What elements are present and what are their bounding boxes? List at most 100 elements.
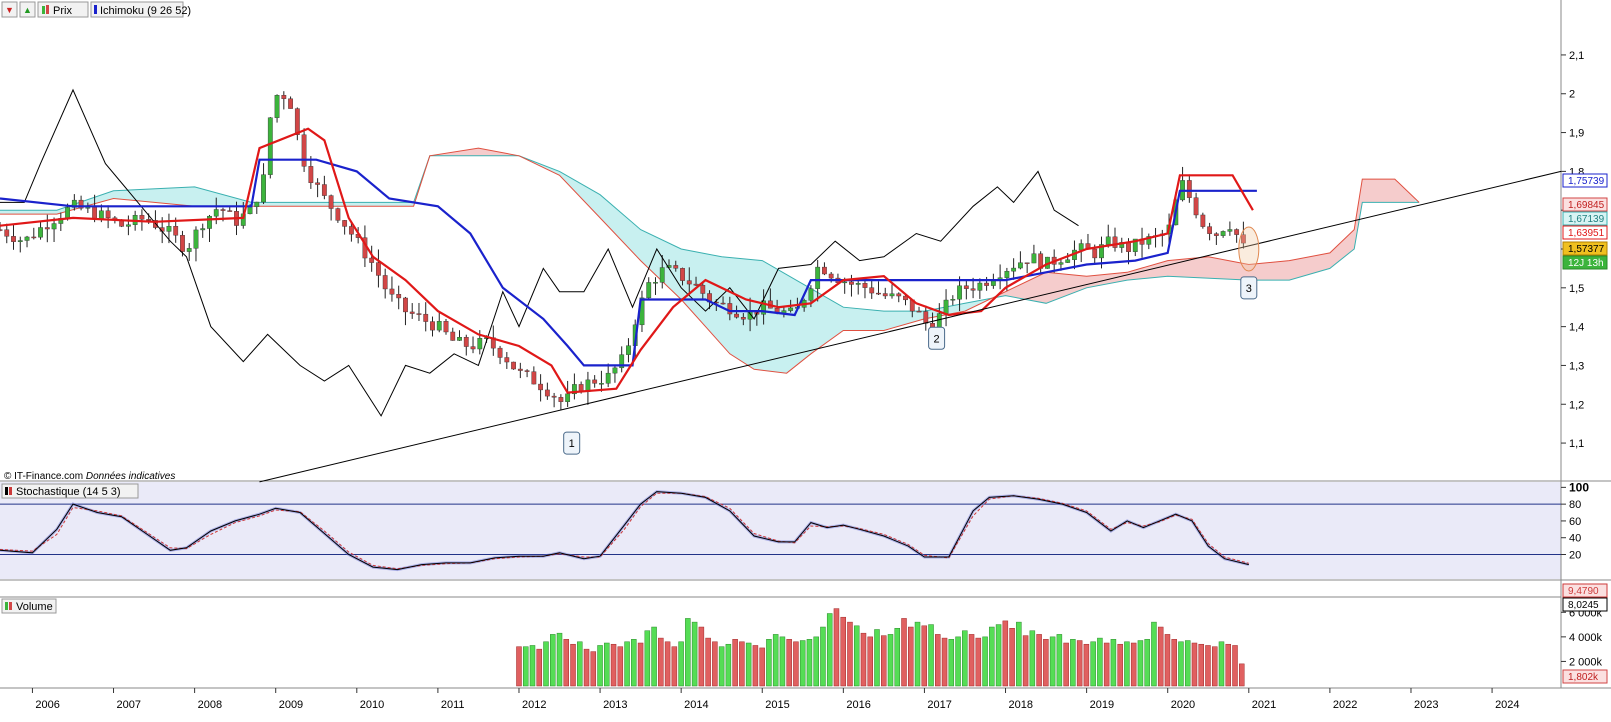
last-price-tag bbox=[1562, 241, 1608, 256]
volume-bar-down bbox=[536, 648, 542, 687]
candle-down bbox=[11, 236, 16, 242]
kijun-value-tag bbox=[1562, 173, 1608, 188]
candle-down bbox=[105, 210, 111, 219]
candle-down bbox=[551, 395, 557, 398]
candle-up bbox=[1146, 236, 1152, 245]
stochastic-toggle-button[interactable] bbox=[1, 483, 139, 499]
volume-bar-down bbox=[867, 636, 873, 687]
candle-up bbox=[1227, 229, 1233, 232]
stoch-panel-bg bbox=[0, 482, 1561, 579]
candle-up bbox=[990, 280, 996, 286]
volume-bar-down bbox=[739, 641, 745, 687]
candle-up bbox=[1017, 262, 1023, 269]
candle-up bbox=[186, 248, 192, 252]
time-tick-label: 2021 bbox=[1252, 699, 1276, 711]
volume-bar-up bbox=[543, 641, 549, 687]
volume-bar-up bbox=[799, 640, 806, 687]
volume-bar-up bbox=[1016, 621, 1022, 687]
price-value-tags: 1,75739 1,69845 1,67139 1,63951 1,57377 … bbox=[1562, 173, 1608, 270]
volume-toggle-button[interactable] bbox=[1, 598, 57, 614]
annotation-label-3: 3 bbox=[1246, 283, 1252, 295]
candle-down bbox=[335, 208, 341, 221]
candle-up bbox=[612, 367, 618, 374]
candle-down bbox=[963, 285, 969, 289]
volume-bar-down bbox=[901, 618, 907, 687]
candle-up bbox=[1078, 243, 1084, 251]
candle-down bbox=[396, 294, 402, 299]
candle-down bbox=[693, 283, 699, 286]
volume-bar-down bbox=[590, 651, 597, 687]
candle-down bbox=[369, 257, 375, 263]
candle-down bbox=[544, 389, 550, 397]
candle-down bbox=[416, 313, 422, 315]
ichimoku-toggle-button[interactable] bbox=[90, 1, 184, 18]
volume-bar-up bbox=[725, 643, 732, 687]
volume-bar-down bbox=[793, 641, 799, 687]
annotation-box-1 bbox=[563, 431, 581, 455]
candle-down bbox=[31, 236, 37, 239]
volume-bar-up bbox=[597, 645, 603, 687]
candle-down bbox=[1213, 233, 1219, 236]
candle-up bbox=[1105, 236, 1111, 245]
candle-down bbox=[92, 207, 98, 220]
volume-bar-up bbox=[1056, 634, 1063, 687]
candle-down bbox=[220, 209, 226, 211]
volume-bar-up bbox=[928, 624, 934, 687]
time-remaining-text: 12J 13h bbox=[1568, 258, 1604, 269]
candle-up bbox=[1058, 262, 1064, 265]
time-tick-label: 2018 bbox=[1009, 699, 1033, 711]
volume-bar-up bbox=[644, 630, 651, 687]
time-remaining-tag bbox=[1562, 255, 1608, 270]
volume-bar-down bbox=[1083, 643, 1090, 687]
volume-bar-down bbox=[1239, 663, 1245, 687]
volume-bar-down bbox=[975, 637, 982, 687]
volume-bar-up bbox=[651, 626, 657, 687]
support-trendline bbox=[259, 170, 1562, 483]
candle-up bbox=[619, 354, 625, 369]
volume-bar-down bbox=[752, 645, 759, 687]
candle-down bbox=[308, 166, 314, 183]
senkou-span-b-line bbox=[0, 147, 1420, 374]
candle-up bbox=[166, 226, 172, 232]
volume-bar-up bbox=[982, 636, 988, 687]
prix-toggle-button[interactable] bbox=[37, 1, 89, 18]
candle-up bbox=[815, 266, 821, 289]
volume-panel bbox=[516, 608, 1245, 687]
candle-up bbox=[761, 300, 767, 315]
time-tick-label: 2024 bbox=[1495, 699, 1519, 711]
volume-down-icon bbox=[9, 602, 12, 610]
candle-up bbox=[17, 240, 23, 242]
candle-up bbox=[1011, 267, 1017, 272]
volume-bar-down bbox=[1225, 643, 1231, 687]
volume-bar-down bbox=[1002, 620, 1009, 687]
volume-bar-down bbox=[712, 641, 718, 687]
candle-up bbox=[71, 199, 77, 208]
stoch-tick-label: 60 bbox=[1569, 516, 1581, 528]
volume-bar-up bbox=[577, 641, 583, 687]
candle-down bbox=[288, 98, 293, 109]
candle-up bbox=[943, 299, 949, 314]
candle-down bbox=[1024, 262, 1030, 264]
volume-bar-up bbox=[1029, 630, 1036, 687]
annotation-label-2: 2 bbox=[934, 333, 940, 345]
candle-down bbox=[315, 182, 321, 185]
candle-down bbox=[376, 262, 381, 276]
volume-bar-down bbox=[1043, 639, 1049, 687]
candle-down bbox=[862, 283, 868, 288]
price-panel: 1 2 3 bbox=[0, 88, 1562, 483]
candle-up bbox=[565, 393, 571, 402]
kumo-bullish-area bbox=[514, 155, 990, 374]
candle-up bbox=[653, 282, 658, 284]
candle-down bbox=[1092, 248, 1098, 259]
candle-down bbox=[504, 357, 510, 363]
volume-bar-down bbox=[705, 637, 711, 687]
scroll-up-button[interactable] bbox=[19, 1, 36, 18]
scroll-down-button[interactable] bbox=[1, 1, 18, 18]
volume-bar-down bbox=[1198, 643, 1204, 687]
volume-bar-down bbox=[658, 637, 664, 687]
stoch-tick-label: 80 bbox=[1569, 499, 1581, 511]
volume-bar-down bbox=[516, 646, 522, 687]
candle-up bbox=[213, 209, 219, 217]
time-tick-label: 2010 bbox=[360, 699, 384, 711]
candle-down bbox=[430, 321, 435, 331]
